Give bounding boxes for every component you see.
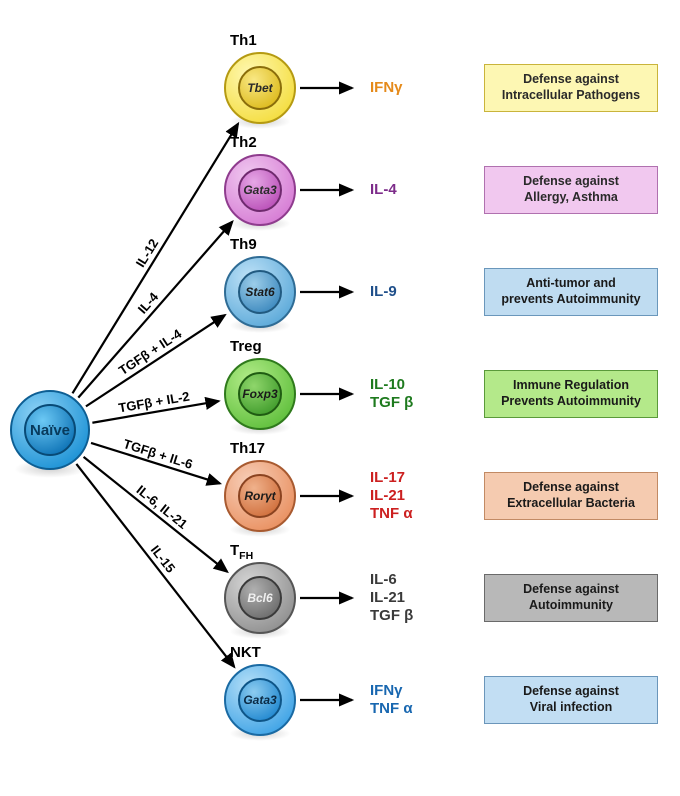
th9-function-line-0: Anti-tumor and [526,276,616,292]
th17-cytokine-2: TNF α [370,505,413,523]
nkt-name-label: NKT [230,644,261,661]
th2-function-line-1: Allergy, Asthma [524,190,618,206]
th1-name-label: Th1 [230,32,257,49]
treg-cytokine-0: IL-10 [370,376,413,394]
th17-cytokine-0: IL-17 [370,469,413,487]
th9-nucleus: Stat6 [238,270,282,314]
tfh-cytokine-2: TGF β [370,607,413,625]
treg-function-box: Immune RegulationPrevents Autoimmunity [484,370,658,418]
tfh-function-box: Defense againstAutoimmunity [484,574,658,622]
nkt-cytokine-0: IFNγ [370,682,413,700]
treg-name-label: Treg [230,338,262,355]
nkt-function-box: Defense againstViral infection [484,676,658,724]
th9-function-line-1: prevents Autoimmunity [501,292,640,308]
th2-function-box: Defense againstAllergy, Asthma [484,166,658,214]
tfh-function-line-0: Defense against [523,582,619,598]
nkt-function-line-1: Viral infection [530,700,612,716]
th1-function-line-0: Defense against [523,72,619,88]
th2-cytokine-0: IL-4 [370,181,397,199]
th2-nucleus: Gata3 [238,168,282,212]
nkt-nucleus: Gata3 [238,678,282,722]
treg-cytokines: IL-10TGF β [370,376,413,412]
th1-function-box: Defense againstIntracellular Pathogens [484,64,658,112]
treg-function-line-0: Immune Regulation [513,378,629,394]
th17-name-label: Th17 [230,440,265,457]
treg-function-line-1: Prevents Autoimmunity [501,394,641,410]
th1-nucleus: Tbet [238,66,282,110]
tfh-cytokine-1: IL-21 [370,589,413,607]
th17-nucleus: Rorγt [238,474,282,518]
th9-name-label: Th9 [230,236,257,253]
tfh-cytokines: IL-6IL-21TGF β [370,571,413,625]
nkt-function-line-0: Defense against [523,684,619,700]
treg-nucleus: Foxp3 [238,372,282,416]
th9-cytokine-0: IL-9 [370,283,397,301]
th17-cytokine-1: IL-21 [370,487,413,505]
th9-differentiation-arrow [86,315,225,406]
nkt-cytokines: IFNγTNF α [370,682,413,718]
naive-cell-nucleus: Naïve [24,404,76,456]
nkt-cytokine-1: TNF α [370,700,413,718]
th17-function-box: Defense againstExtracellular Bacteria [484,472,658,520]
th1-function-line-1: Intracellular Pathogens [502,88,640,104]
th1-cytokines: IFNγ [370,79,403,97]
tfh-cytokine-0: IL-6 [370,571,413,589]
th17-function-line-0: Defense against [523,480,619,496]
th17-function-line-1: Extracellular Bacteria [507,496,635,512]
th2-cytokines: IL-4 [370,181,397,199]
th9-cytokines: IL-9 [370,283,397,301]
th1-cytokine-0: IFNγ [370,79,403,97]
tfh-function-line-1: Autoimmunity [529,598,613,614]
th2-name-label: Th2 [230,134,257,151]
th9-function-box: Anti-tumor andprevents Autoimmunity [484,268,658,316]
th17-cytokines: IL-17IL-21TNF α [370,469,413,523]
tfh-name-label: TFH [230,542,253,562]
treg-cytokine-1: TGF β [370,394,413,412]
th2-function-line-0: Defense against [523,174,619,190]
tfh-nucleus: Bcl6 [238,576,282,620]
